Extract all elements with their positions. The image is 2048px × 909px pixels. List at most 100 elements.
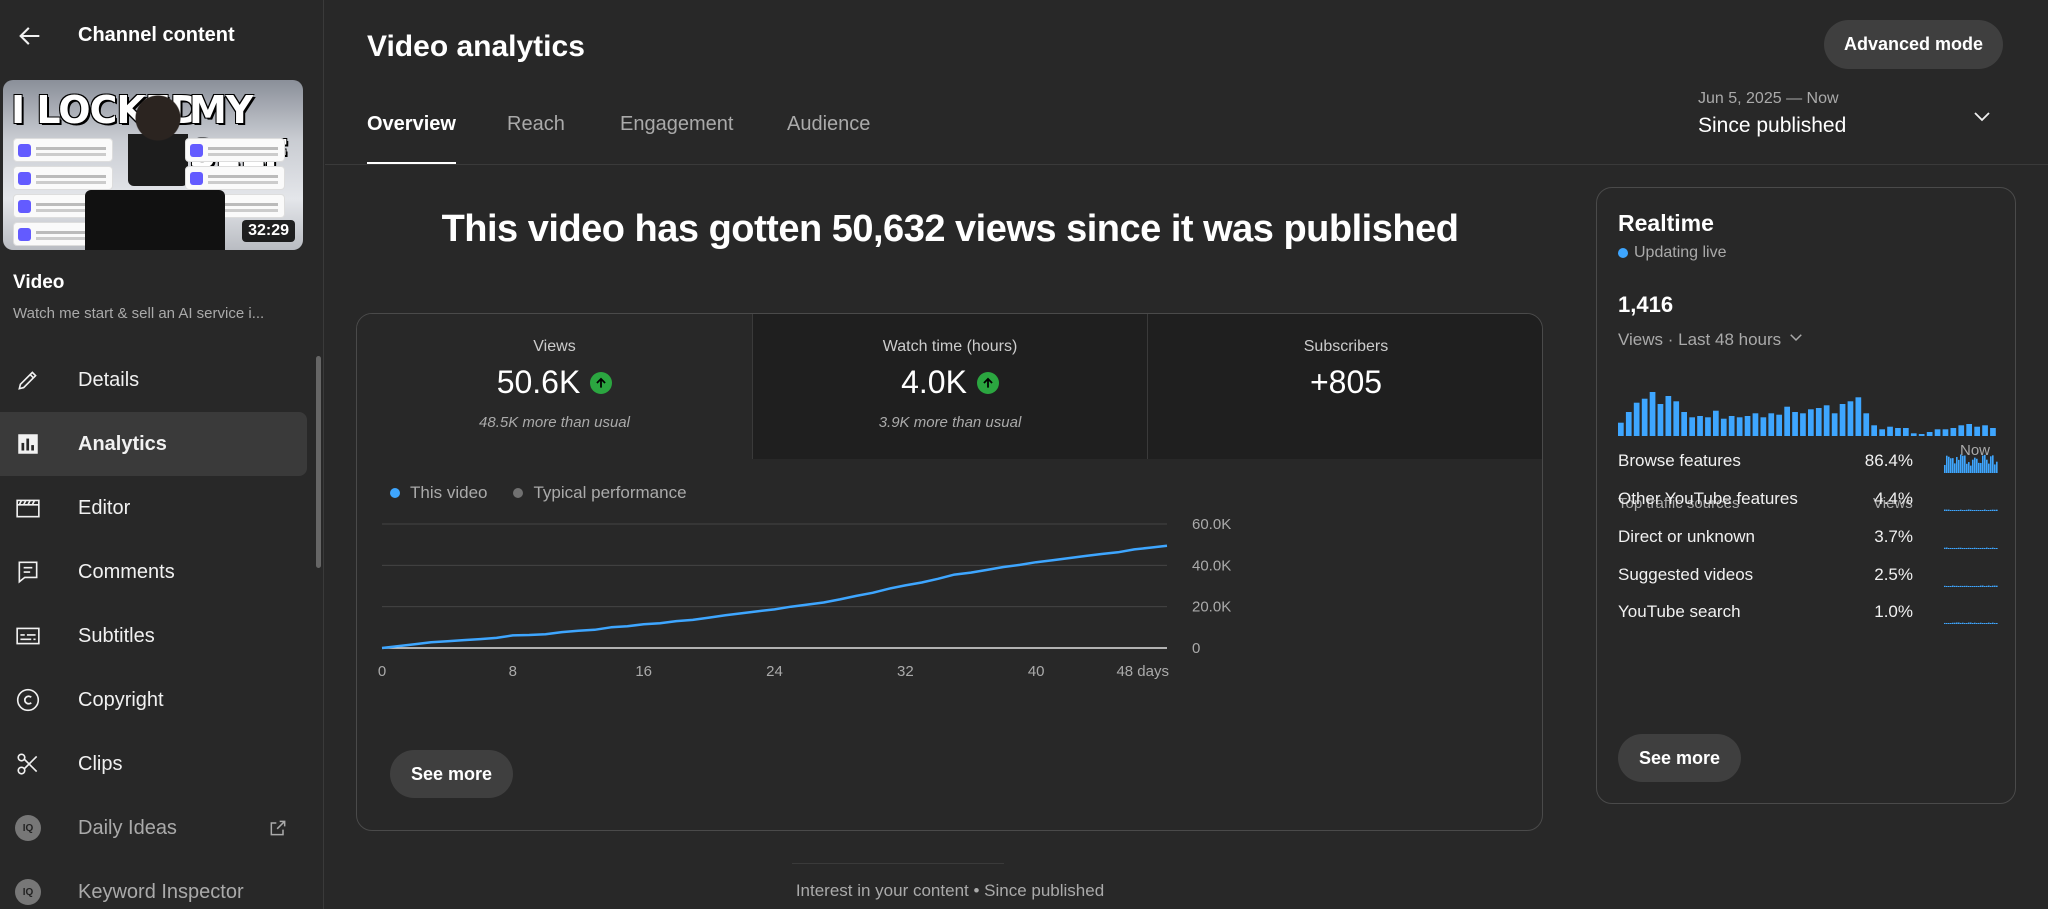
sidebar-item-keyword-inspector[interactable]: IQ Keyword Inspector xyxy=(0,860,307,909)
sparkline-bar xyxy=(1956,585,1958,587)
metric-label: Views xyxy=(533,338,576,355)
traffic-source-row[interactable]: Browse features 86.4% xyxy=(1618,451,1998,475)
video-thumbnail[interactable]: I LOCKED MY SELF 32:29 xyxy=(3,80,303,250)
trend-up-icon xyxy=(976,371,999,394)
chevron-down-icon xyxy=(1787,328,1805,351)
realtime-period-selector[interactable]: Views · Last 48 hours xyxy=(1618,328,1805,351)
realtime-bar xyxy=(1752,413,1759,436)
realtime-bar xyxy=(1649,392,1656,436)
realtime-bar xyxy=(1926,432,1933,436)
x-tick-label: 48 days xyxy=(1116,663,1169,680)
sparkline-bar xyxy=(1980,622,1982,624)
realtime-see-more-button[interactable]: See more xyxy=(1618,734,1742,782)
views-headline: This video has gotten 50,632 views since… xyxy=(441,208,1459,250)
tab-reach[interactable]: Reach xyxy=(507,113,565,135)
sparkline-bar xyxy=(1968,509,1970,511)
sidebar-item-details[interactable]: Details xyxy=(0,348,307,412)
sparkline-bar xyxy=(1956,548,1958,549)
y-tick-label: 60.0K xyxy=(1192,516,1231,533)
sparkline-bar xyxy=(1966,548,1968,549)
sparkline-bar xyxy=(1972,548,1974,549)
sidebar-item-comments[interactable]: Comments xyxy=(0,540,307,604)
sparkline-bar xyxy=(1978,548,1980,549)
sidebar-item-editor[interactable]: Editor xyxy=(0,476,307,540)
sparkline-bar xyxy=(1982,623,1984,624)
tab-engagement[interactable]: Engagement xyxy=(620,113,734,135)
views-line-chart[interactable]: 0 20.0K 40.0K 60.0K 0 8 16 24 32 40 48 days xyxy=(357,504,1543,744)
realtime-bar xyxy=(1625,412,1632,436)
sparkline-bar xyxy=(1958,459,1960,473)
sparkline-bar xyxy=(1994,585,1996,587)
metric-comparison: 48.5K more than usual xyxy=(479,414,630,431)
sparkline-bar xyxy=(1994,509,1996,511)
realtime-bar xyxy=(1784,406,1790,436)
sparkline-bar xyxy=(1988,463,1990,473)
realtime-bar xyxy=(1697,416,1703,436)
sparkline-bar xyxy=(1990,547,1992,549)
metric-watch-time[interactable]: Watch time (hours) 4.0K 3.9K more than u… xyxy=(752,314,1147,459)
metric-comparison: 3.9K more than usual xyxy=(878,414,1022,431)
sparkline-bar xyxy=(1976,585,1978,587)
metric-views[interactable]: Views 50.6K 48.5K more than usual xyxy=(357,314,752,459)
realtime-bar xyxy=(1744,416,1751,436)
sparkline-bar xyxy=(1980,510,1982,511)
legend-label: Typical performance xyxy=(533,483,687,502)
sparkline-bar xyxy=(1962,510,1964,511)
bar-chart-icon xyxy=(14,430,42,458)
sparkline-bar xyxy=(1972,586,1974,587)
video-description: Watch me start & sell an AI service i... xyxy=(13,305,265,322)
sparkline-bar xyxy=(1960,547,1962,549)
sidebar-scrollbar[interactable] xyxy=(316,356,321,568)
sparkline-bar xyxy=(1972,459,1974,473)
sparkline-bar xyxy=(1950,586,1952,587)
sidebar-item-label: Keyword Inspector xyxy=(78,880,244,903)
sparkline-bar xyxy=(1992,455,1994,473)
traffic-source-row[interactable]: YouTube search 1.0% xyxy=(1618,602,1998,626)
realtime-bar xyxy=(1863,413,1870,436)
tab-overview[interactable]: Overview xyxy=(367,113,456,165)
sidebar-item-analytics[interactable]: Analytics xyxy=(0,412,307,476)
traffic-source-percent: 86.4% xyxy=(1864,451,1913,470)
date-range-label: Since published xyxy=(1698,114,1847,137)
tab-audience[interactable]: Audience xyxy=(787,113,871,135)
sparkline-bar xyxy=(1996,585,1998,587)
realtime-bar xyxy=(1958,425,1965,436)
realtime-bar xyxy=(1665,396,1672,436)
traffic-source-name: Direct or unknown xyxy=(1618,527,1756,546)
legend-label: This video xyxy=(410,483,488,502)
advanced-mode-button[interactable]: Advanced mode xyxy=(1824,20,2003,69)
realtime-bar xyxy=(1713,410,1719,436)
traffic-source-row[interactable]: Direct or unknown 3.7% xyxy=(1618,527,1998,551)
traffic-source-name: Suggested videos xyxy=(1618,565,1754,584)
traffic-source-row[interactable]: Suggested videos 2.5% xyxy=(1618,565,1998,589)
chart-see-more-button[interactable]: See more xyxy=(390,750,514,798)
sparkline-bar xyxy=(1972,623,1974,624)
traffic-views-header: Views xyxy=(1873,495,1913,512)
sparkline-bar xyxy=(1952,510,1954,511)
realtime-bar xyxy=(1903,428,1909,436)
sidebar-item-clips[interactable]: Clips xyxy=(0,732,307,796)
sparkline-bar xyxy=(1984,586,1986,587)
sparkline-bar xyxy=(1986,623,1988,624)
sidebar-item-daily-ideas[interactable]: IQ Daily Ideas xyxy=(0,796,307,860)
y-tick-label: 20.0K xyxy=(1192,599,1231,616)
sidebar-item-copyright[interactable]: Copyright xyxy=(0,668,307,732)
realtime-bar xyxy=(1633,402,1640,436)
metric-subscribers[interactable]: Subscribers +805 xyxy=(1147,314,1542,459)
date-range-selector[interactable]: Jun 5, 2025 — Now Since published xyxy=(1698,90,2008,140)
sparkline-bar xyxy=(1970,622,1972,624)
sparkline-bar xyxy=(1996,461,1998,473)
realtime-bar-chart[interactable] xyxy=(1618,380,1998,438)
traffic-source-sparkline xyxy=(1944,585,1998,587)
traffic-source-name: YouTube search xyxy=(1618,602,1741,621)
back-arrow-icon[interactable] xyxy=(12,18,48,54)
sparkline-bar xyxy=(1954,585,1956,587)
sparkline-bar xyxy=(1960,509,1962,511)
traffic-source-percent: 4.4% xyxy=(1874,489,1913,508)
sparkline-bar xyxy=(1958,622,1960,624)
sidebar-item-subtitles[interactable]: Subtitles xyxy=(0,604,307,668)
realtime-bar xyxy=(1879,429,1885,436)
traffic-source-row[interactable]: Other YouTube features 4.4% xyxy=(1618,489,1998,513)
live-dot-icon xyxy=(1618,248,1628,258)
sparkline-bar xyxy=(1994,464,1996,473)
